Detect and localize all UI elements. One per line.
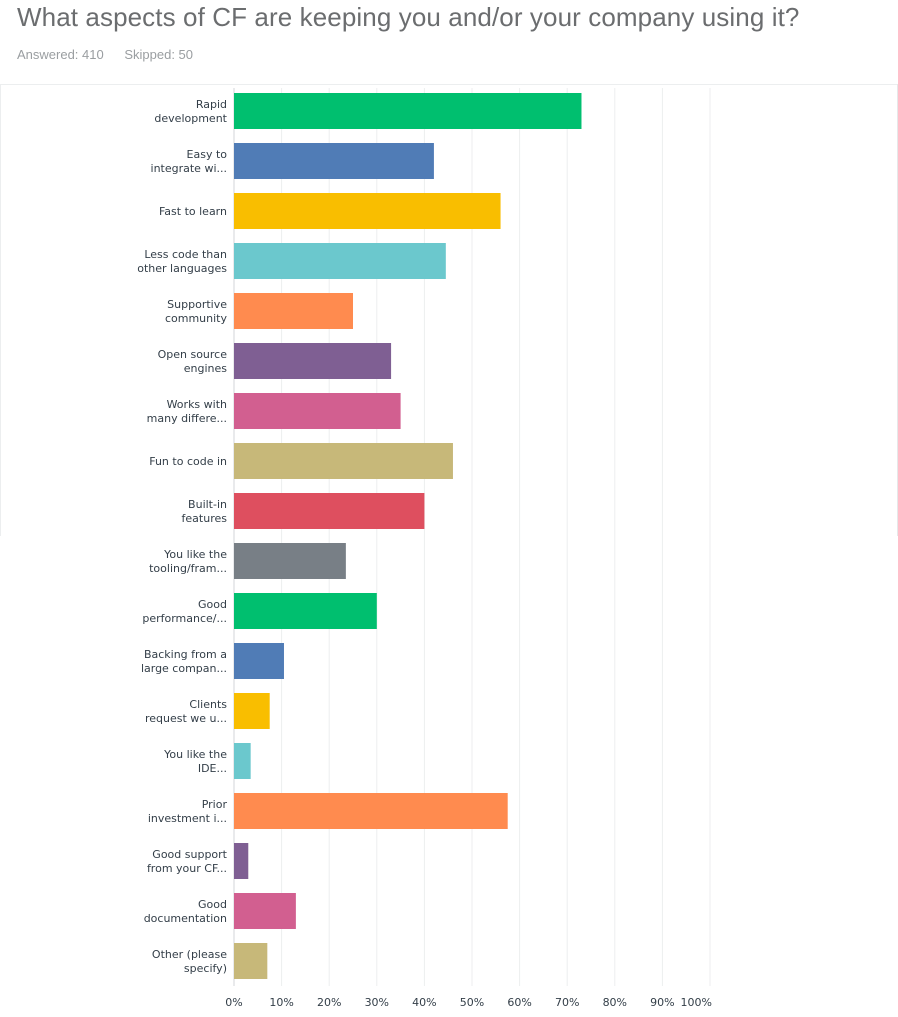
bar[interactable] [234, 293, 353, 329]
category-label: Clients request we u... [145, 698, 227, 725]
category-label: Prior investment i... [148, 798, 228, 825]
x-tick-label: 80% [603, 996, 627, 1009]
bar[interactable] [234, 93, 582, 129]
x-tick-label: 30% [365, 996, 389, 1009]
category-labels: Rapid development Easy to integrate wi... Fa… [137, 98, 227, 975]
category-label: Fast to learn [159, 205, 227, 218]
x-tick-label: 50% [460, 996, 484, 1009]
bar[interactable] [234, 393, 401, 429]
bar[interactable] [234, 593, 377, 629]
answered-count: Answered: 410 [17, 47, 104, 62]
bars [234, 93, 582, 979]
category-label: Fun to code in [149, 455, 227, 468]
skipped-count: Skipped: 50 [124, 47, 194, 62]
x-tick-label: 100% [681, 996, 712, 1009]
bar[interactable] [234, 143, 434, 179]
bar[interactable] [234, 743, 251, 779]
bar[interactable] [234, 543, 346, 579]
category-label: Supportive community [165, 298, 228, 325]
x-tick-label: 20% [317, 996, 341, 1009]
x-tick-label: 40% [412, 996, 436, 1009]
x-tick-label: 0% [225, 996, 242, 1009]
category-label: Rapid development [154, 98, 227, 125]
bar[interactable] [234, 193, 501, 229]
bar[interactable] [234, 843, 249, 879]
category-label: Open source engines [158, 348, 228, 375]
x-tick-label: 70% [555, 996, 579, 1009]
response-stats: Answered: 410 Skipped: 50 [17, 47, 210, 62]
bar[interactable] [234, 343, 392, 379]
bar[interactable] [234, 493, 425, 529]
category-label: Backing from a large compan... [141, 648, 227, 675]
category-label: You like the IDE... [163, 748, 227, 775]
x-axis-tick-labels: 0% 10% 20% 30% 40% 50% 60% 70% 80% 90% 100% [225, 996, 712, 1009]
bar[interactable] [234, 443, 453, 479]
chart-frame-top-border [0, 84, 898, 85]
bar[interactable] [234, 693, 270, 729]
category-label: Built-in features [182, 498, 228, 525]
bar[interactable] [234, 643, 284, 679]
category-label: You like the tooling/fram... [149, 548, 227, 575]
bar[interactable] [234, 243, 446, 279]
category-label: Less code than other languages [137, 248, 227, 275]
x-tick-label: 60% [507, 996, 531, 1009]
bar[interactable] [234, 893, 296, 929]
question-title: What aspects of CF are keeping you and/o… [17, 2, 800, 32]
category-label: Good support from your CF... [147, 848, 228, 875]
bar[interactable] [234, 943, 268, 979]
category-label: Easy to integrate wi... [151, 148, 228, 175]
category-label: Works with many differe... [147, 398, 227, 425]
bar[interactable] [234, 793, 508, 829]
grid-lines [233, 88, 711, 986]
category-label: Good performance/... [142, 598, 227, 625]
x-tick-label: 90% [650, 996, 674, 1009]
chart-frame-left-border [0, 84, 1, 536]
category-label: Other (please specify) [152, 948, 227, 975]
category-label: Good documentation [144, 898, 227, 925]
x-tick-label: 10% [269, 996, 293, 1009]
